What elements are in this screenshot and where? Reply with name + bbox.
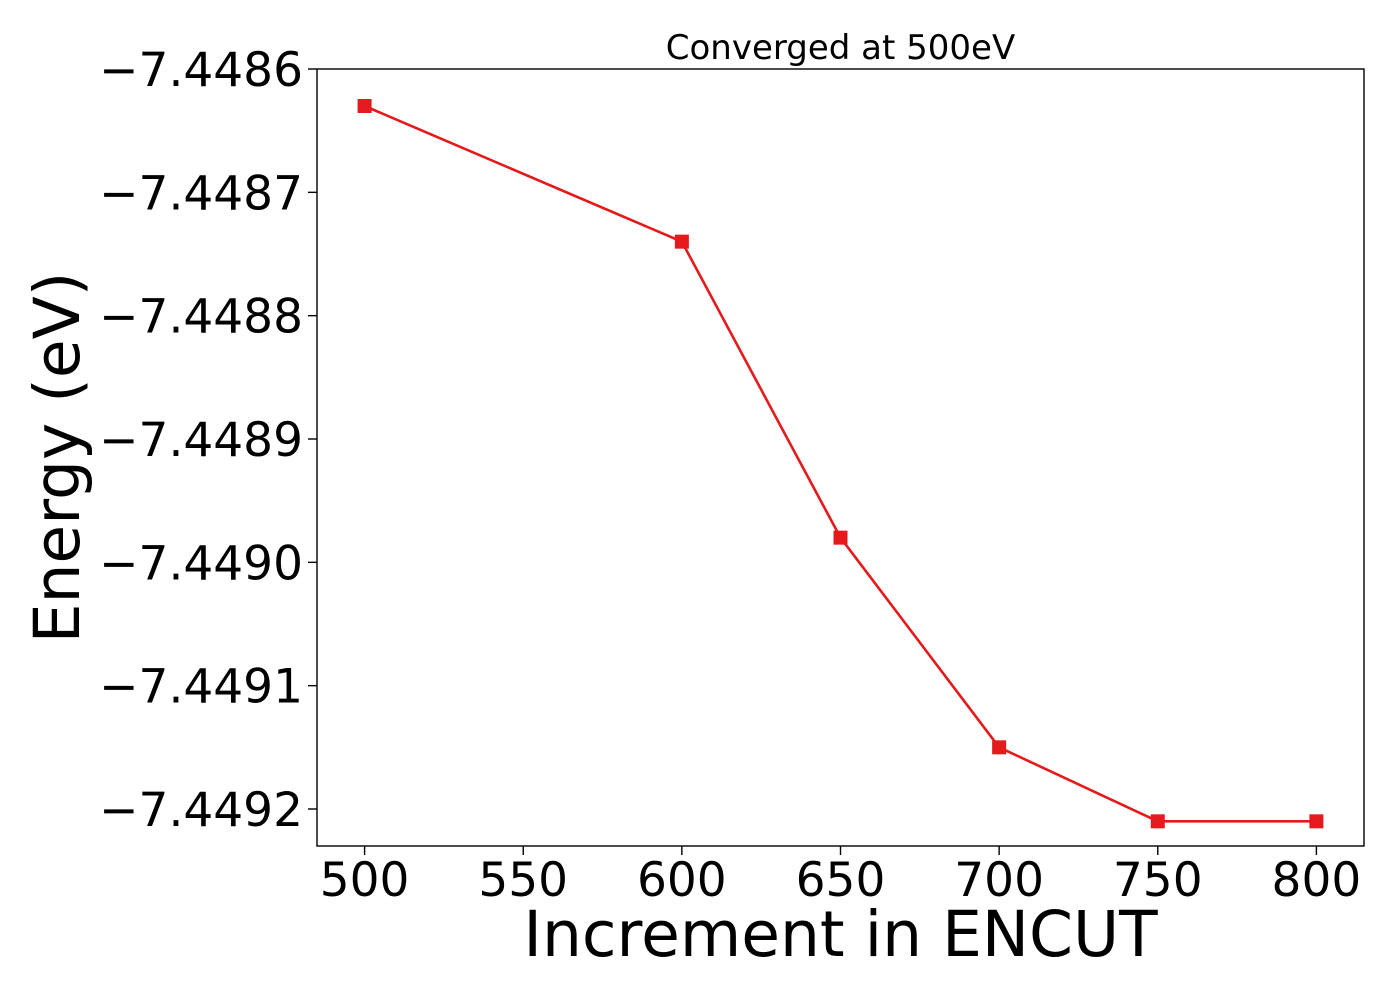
x-tick-label: 800 [1272, 853, 1362, 908]
x-tick-label: 550 [478, 853, 568, 908]
y-tick-label: −7.4489 [99, 413, 303, 468]
chart-title: Converged at 500eV [666, 28, 1015, 68]
series-layer [357, 99, 1324, 829]
y-tick-label: −7.4488 [99, 290, 303, 345]
x-axis-title: Increment in ENCUT [523, 898, 1158, 971]
x-tick-label: 500 [320, 853, 410, 908]
plot-area-frame [316, 68, 1365, 847]
y-tick-label: −7.4490 [99, 536, 303, 591]
data-point-marker [992, 740, 1007, 755]
x-tick-label: 750 [1113, 853, 1203, 908]
y-axis-title: Energy (eV) [21, 272, 94, 644]
y-tick-label: −7.4487 [99, 166, 303, 221]
data-point-marker [1150, 814, 1165, 829]
data-point-marker [1309, 814, 1324, 829]
x-tick-label: 700 [954, 853, 1044, 908]
data-point-marker [357, 99, 372, 113]
y-tick-label: −7.4486 [99, 43, 303, 98]
series-line [364, 104, 1317, 823]
data-point-marker [833, 530, 848, 545]
y-tick-label: −7.4492 [99, 783, 303, 838]
y-tick-label: −7.4491 [99, 660, 303, 715]
ticks-layer: 500 550 600 650 700 750 800 −7.4486 −7.4487 −7.44… [99, 43, 1361, 908]
x-tick-label: 600 [637, 853, 727, 908]
data-point-marker [674, 234, 689, 249]
x-tick-label: 650 [796, 853, 886, 908]
